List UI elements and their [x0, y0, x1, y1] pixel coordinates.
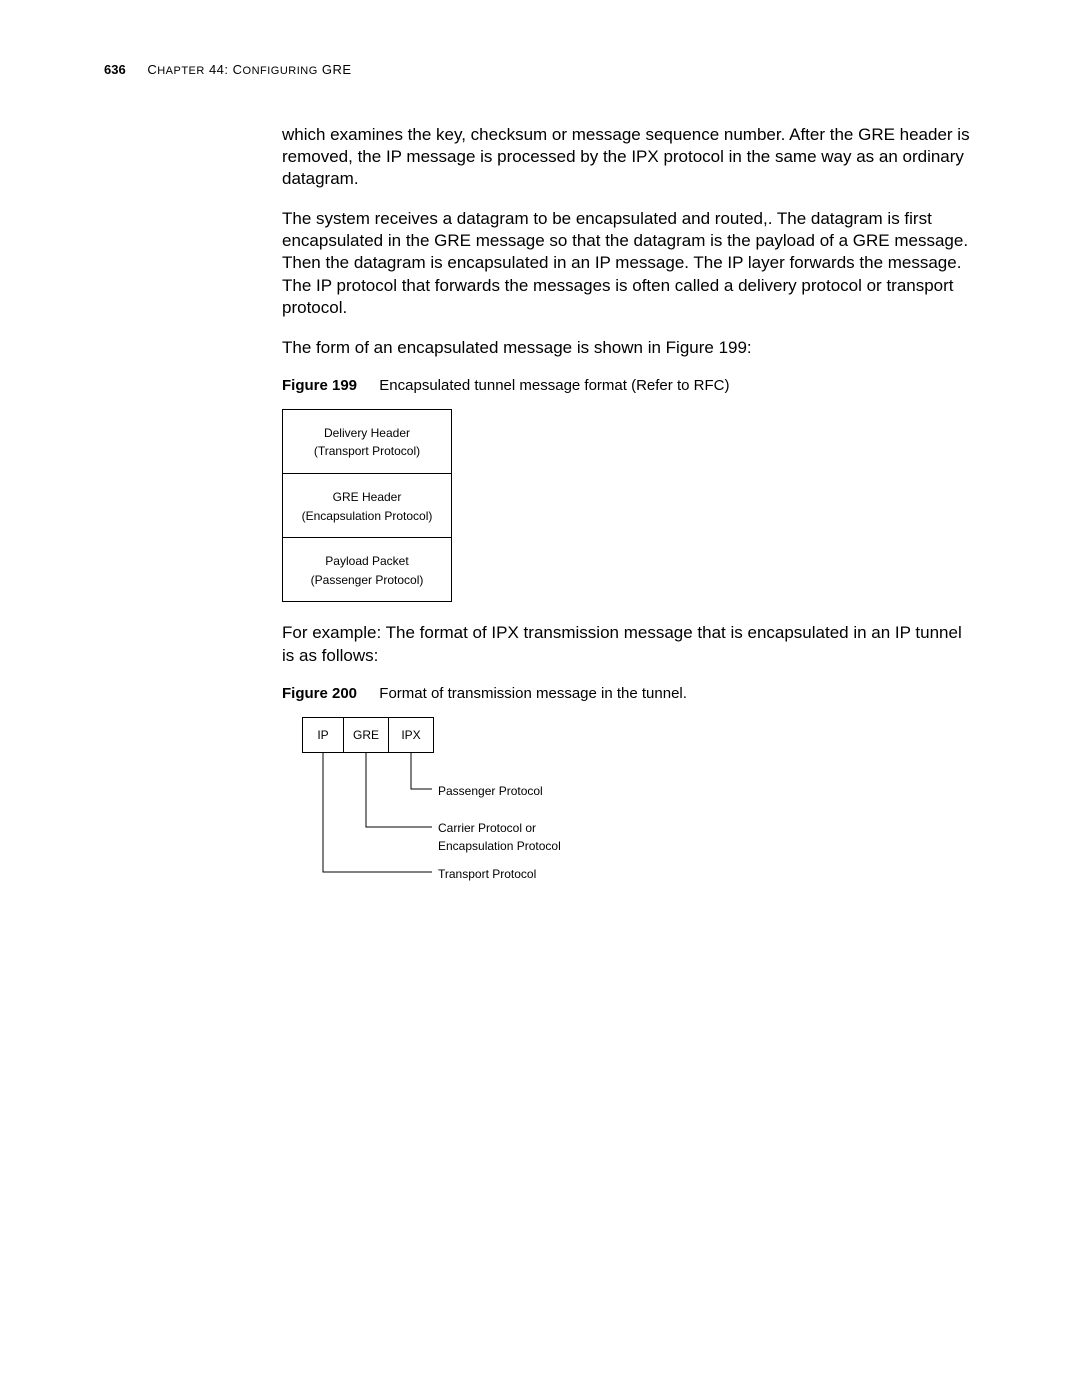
layer-sub: (Transport Protocol) [314, 444, 420, 458]
figure-label: Figure 200 [282, 685, 357, 702]
layer-title: Payload Packet [325, 554, 408, 568]
paragraph: For example: The format of IPX transmiss… [282, 622, 972, 666]
layer-title: GRE Header [333, 490, 402, 504]
figure-caption: Encapsulated tunnel message format (Refe… [379, 377, 729, 394]
paragraph: The system receives a datagram to be enc… [282, 208, 972, 318]
page: 636 CHAPTER 44: CONFIGURING GRE which ex… [0, 0, 1080, 1397]
content-column: which examines the key, checksum or mess… [282, 124, 972, 897]
figure-199-caption-row: Figure 199 Encapsulated tunnel message f… [282, 377, 972, 395]
figure-199-diagram: Delivery Header (Transport Protocol) GRE… [282, 409, 452, 603]
figure-caption: Format of transmission message in the tu… [379, 685, 687, 702]
figure-label: Figure 199 [282, 377, 357, 394]
paragraph: The form of an encapsulated message is s… [282, 337, 972, 359]
stack-layer-payload: Payload Packet (Passenger Protocol) [283, 538, 451, 601]
chapter-label: CHAPTER 44: CONFIGURING GRE [147, 62, 351, 77]
stack-layer-gre: GRE Header (Encapsulation Protocol) [283, 474, 451, 538]
figure-200-caption-row: Figure 200 Format of transmission messag… [282, 685, 972, 703]
layer-sub: (Passenger Protocol) [311, 573, 424, 587]
annot-transport: Transport Protocol [438, 865, 536, 883]
annot-line: Carrier Protocol or [438, 821, 536, 835]
page-number: 636 [104, 62, 126, 77]
annot-passenger: Passenger Protocol [438, 782, 543, 800]
layer-sub: (Encapsulation Protocol) [302, 509, 433, 523]
stack-layer-delivery: Delivery Header (Transport Protocol) [283, 410, 451, 474]
annot-carrier: Carrier Protocol or Encapsulation Protoc… [438, 819, 561, 855]
annot-line: Encapsulation Protocol [438, 839, 561, 853]
layer-title: Delivery Header [324, 426, 410, 440]
figure-200-diagram: IP GRE IPX Passenger Protocol Carrier Pr… [282, 717, 972, 897]
page-header: 636 CHAPTER 44: CONFIGURING GRE [104, 62, 352, 77]
paragraph: which examines the key, checksum or mess… [282, 124, 972, 190]
